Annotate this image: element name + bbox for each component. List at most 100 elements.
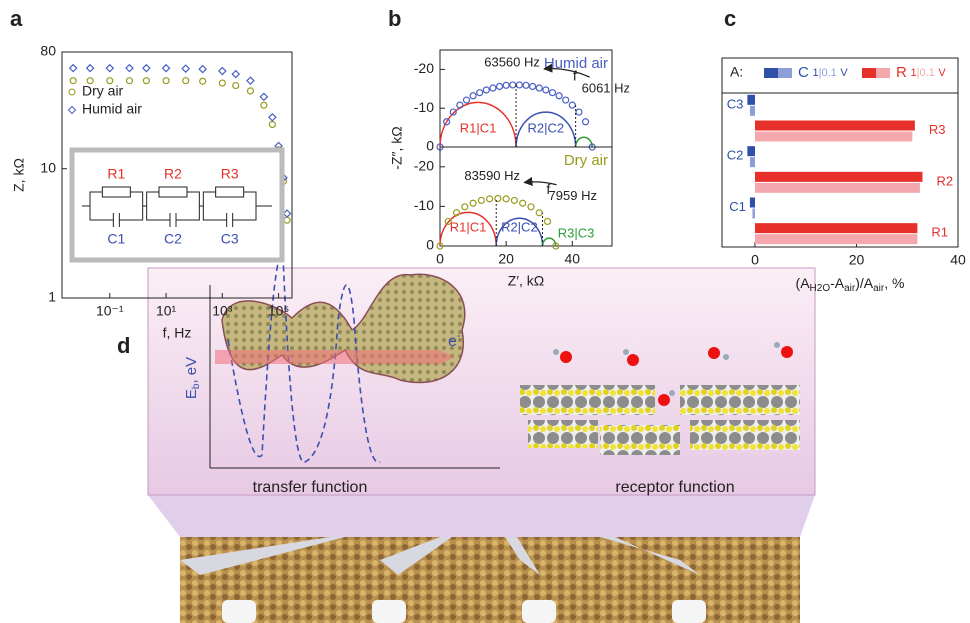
point xyxy=(126,65,133,72)
legend-level: |0.1 xyxy=(819,67,837,79)
point xyxy=(126,78,132,84)
y-axis-label: Eb, eV xyxy=(183,357,202,399)
point xyxy=(576,109,582,115)
pillar xyxy=(372,600,406,623)
page: d e- Eb, eV transfer function receptor f… xyxy=(0,0,970,623)
legend-label: R xyxy=(896,64,907,81)
frame xyxy=(722,58,958,247)
arc-label: R2|C2 xyxy=(501,219,538,234)
caption: transfer function xyxy=(253,479,368,496)
bar xyxy=(755,234,917,244)
energy-unit: , eV xyxy=(183,357,200,384)
x-axis-label-part: air xyxy=(873,283,885,294)
legend-swatch xyxy=(876,68,890,78)
legend-unit: V xyxy=(938,67,946,79)
arc-label: R3|C3 xyxy=(558,225,595,240)
capacitor-label: C3 xyxy=(221,231,239,247)
point xyxy=(516,82,522,88)
molecule xyxy=(774,342,780,348)
legend-entry: C 1|0.1 V xyxy=(798,64,848,81)
legend-label: Humid air xyxy=(82,101,142,117)
point xyxy=(520,200,526,206)
arc-label: R1|C1 xyxy=(460,120,497,135)
molecule xyxy=(723,354,729,360)
legend-marker xyxy=(69,107,76,114)
point xyxy=(470,93,476,99)
point xyxy=(163,65,170,72)
bar xyxy=(747,95,755,105)
resistor-label: R2 xyxy=(164,166,182,182)
category-label: R3 xyxy=(929,122,946,137)
resistor xyxy=(102,187,130,197)
x-axis-label-part: -A xyxy=(830,275,845,291)
point xyxy=(483,87,489,93)
panel-label: b xyxy=(388,6,401,31)
panel-label: d xyxy=(117,333,130,358)
x-axis-label-part: , % xyxy=(884,275,904,291)
y-tick-label: 80 xyxy=(40,43,56,59)
x-axis-label-part: )/A xyxy=(855,275,874,291)
y-axis-label: -Z″, kΩ xyxy=(389,126,405,169)
x-axis-label-part: H2O xyxy=(810,283,831,294)
arrow-label: f xyxy=(546,181,550,197)
bar xyxy=(752,209,755,219)
x-tick-label: 0 xyxy=(751,252,759,268)
pillar xyxy=(672,600,706,623)
bar xyxy=(755,183,920,193)
point xyxy=(233,83,239,89)
y-tick-label: -10 xyxy=(414,197,434,213)
point xyxy=(470,200,476,206)
x-tick-label: 10⁵ xyxy=(268,303,289,319)
resistor-label: R3 xyxy=(221,166,239,182)
bar xyxy=(750,106,755,116)
y-tick-label: -20 xyxy=(414,158,434,174)
bar xyxy=(750,157,755,167)
legend-title: A: xyxy=(730,64,743,80)
bar xyxy=(755,121,915,131)
layer xyxy=(528,420,598,448)
point xyxy=(583,119,589,125)
chart-title: Dry air xyxy=(564,152,608,169)
legend-swatch xyxy=(764,68,778,78)
legend-marker xyxy=(69,89,75,95)
capacitor xyxy=(170,213,176,227)
molecule xyxy=(781,346,793,358)
bar xyxy=(755,172,922,182)
fit-arc xyxy=(543,238,556,246)
molecule xyxy=(560,351,572,363)
point xyxy=(182,65,189,72)
layer xyxy=(680,385,800,415)
point xyxy=(503,82,509,88)
energy: E xyxy=(183,389,200,399)
point xyxy=(478,197,484,203)
capacitor-label: C2 xyxy=(164,231,182,247)
point xyxy=(247,88,253,94)
annotation: 7959 Hz xyxy=(549,188,597,203)
point xyxy=(143,65,150,72)
molecule xyxy=(623,349,629,355)
layer xyxy=(690,420,800,450)
y-tick-label: -10 xyxy=(414,99,434,115)
x-tick-label: 10¹ xyxy=(156,303,177,319)
bar xyxy=(755,132,912,142)
chart: b-20-100-Z″, kΩHumid airR1|C1R2|C263560 … xyxy=(388,6,630,170)
legend-swatch xyxy=(778,68,792,78)
point xyxy=(497,83,503,89)
point xyxy=(183,78,189,84)
capacitor xyxy=(227,213,233,227)
point xyxy=(503,196,509,202)
panel-label: a xyxy=(10,6,23,31)
y-tick-label: 0 xyxy=(426,138,434,154)
bar xyxy=(755,223,917,233)
point xyxy=(477,90,483,96)
caption: receptor function xyxy=(615,479,734,496)
category-label: R1 xyxy=(931,225,948,240)
bar xyxy=(747,146,755,156)
point xyxy=(462,204,468,210)
point xyxy=(536,210,542,216)
point xyxy=(200,78,206,84)
point xyxy=(199,66,206,73)
point xyxy=(163,78,169,84)
point xyxy=(530,83,536,89)
x-tick-label: 40 xyxy=(950,252,966,268)
